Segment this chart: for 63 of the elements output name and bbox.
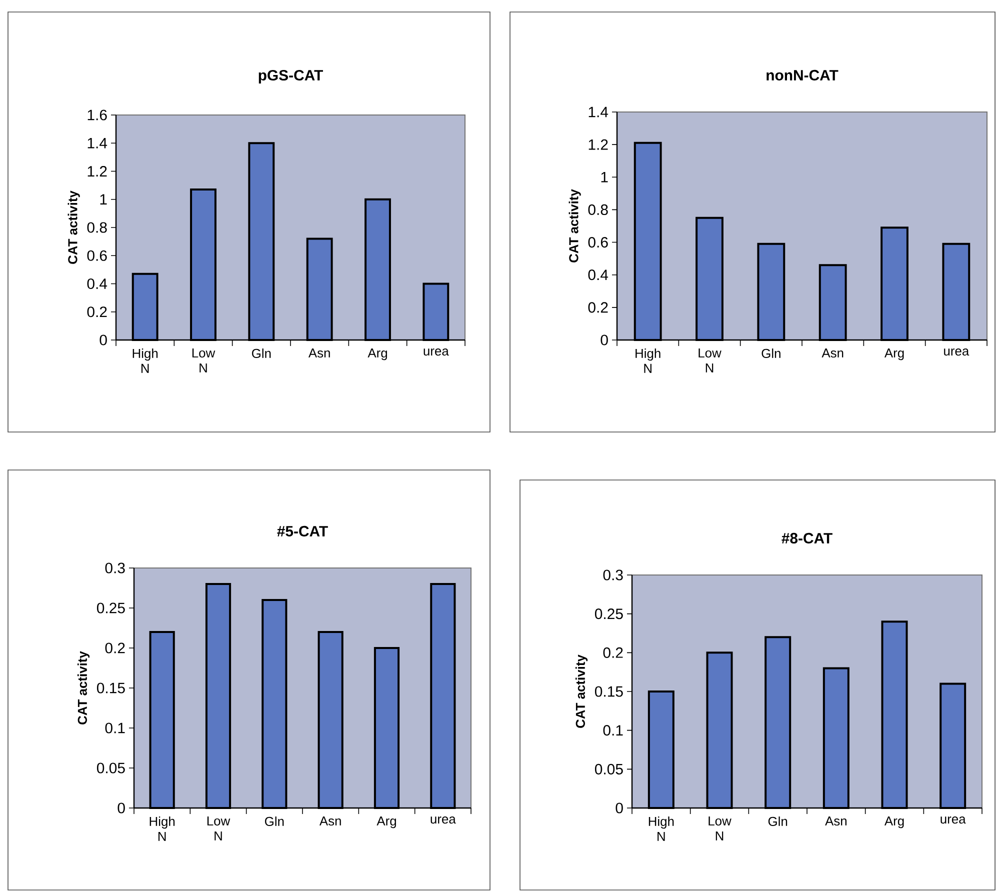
y-axis-title: CAT activity (575, 654, 588, 728)
x-tick-label: Arg (884, 348, 904, 360)
y-tick-label: 0.25 (594, 608, 623, 620)
y-tick-label: 0.3 (105, 562, 125, 574)
x-tick-label: High N (150, 816, 175, 841)
x-tick-label: High N (636, 348, 660, 373)
y-tick-label: 0.2 (588, 302, 608, 313)
x-tick-label: urea (424, 348, 449, 356)
y-tick-label: 0.05 (594, 764, 623, 774)
y-tick-label: 1.4 (588, 106, 608, 118)
x-tick-label: Gln (264, 816, 284, 826)
y-tick-label: 0.8 (588, 204, 608, 215)
y-tick-label: 0.1 (603, 725, 623, 736)
x-tick-label: Arg (368, 348, 388, 360)
x-tick-label: urea (944, 348, 970, 356)
x-tick-label: High N (132, 348, 158, 373)
y-tick-label: 0 (100, 334, 107, 346)
y-tick-label: 0.05 (96, 762, 125, 774)
y-tick-label: 1.2 (588, 139, 608, 150)
y-tick-label: 0.2 (105, 642, 125, 654)
x-tick-label: Gln (768, 816, 788, 826)
y-tick-label: 1.2 (88, 166, 107, 176)
y-tick-label: 0 (600, 334, 608, 346)
x-tick-label: Low N (708, 816, 732, 840)
y-tick-label: 1.4 (88, 138, 108, 148)
x-tick-label: urea (430, 816, 456, 824)
x-tick-label: Low N (192, 348, 216, 372)
y-tick-label: 0 (616, 802, 623, 814)
y-tick-label: 0.8 (87, 222, 107, 233)
y-tick-label: 0.3 (603, 570, 623, 580)
y-tick-label: 0.1 (105, 722, 125, 734)
y-axis-title: CAT activity (77, 651, 90, 724)
y-axis-title: CAT activity (68, 190, 80, 264)
chart-title: #8-CAT (782, 532, 832, 544)
x-tick-label: Gln (762, 348, 780, 358)
x-tick-label: Arg (376, 816, 396, 828)
y-axis-title: CAT activity (568, 189, 581, 262)
x-tick-label: Arg (884, 816, 904, 828)
y-tick-label: 0 (118, 802, 125, 814)
x-tick-label: Low N (207, 816, 230, 840)
chart-title: nonN-CAT (766, 70, 838, 80)
y-tick-label: 0.2 (603, 647, 623, 658)
y-tick-label: 1.6 (88, 110, 107, 120)
y-tick-label: 0.6 (87, 250, 107, 261)
y-tick-label: 1 (100, 194, 107, 205)
x-tick-label: Asn (319, 816, 341, 826)
y-tick-label: 0.2 (87, 306, 107, 318)
y-tick-label: 0.6 (588, 236, 608, 248)
x-tick-label: Asn (825, 816, 846, 826)
y-tick-label: 1 (601, 172, 608, 182)
y-tick-label: 0.4 (87, 278, 108, 290)
y-tick-label: 0.15 (96, 682, 125, 694)
x-tick-label: Low N (698, 348, 722, 372)
chart-title: #5-CAT (277, 526, 328, 536)
x-tick-label: Gln (252, 348, 271, 358)
x-tick-label: Asn (308, 348, 330, 358)
x-tick-label: urea (940, 816, 966, 824)
chart-title: pGS-CAT (258, 70, 323, 84)
y-tick-label: 0.15 (594, 686, 623, 697)
y-tick-label: 0.25 (96, 602, 125, 614)
x-tick-label: Asn (822, 348, 844, 358)
x-tick-label: High N (648, 816, 674, 841)
y-tick-label: 0.4 (588, 270, 608, 280)
